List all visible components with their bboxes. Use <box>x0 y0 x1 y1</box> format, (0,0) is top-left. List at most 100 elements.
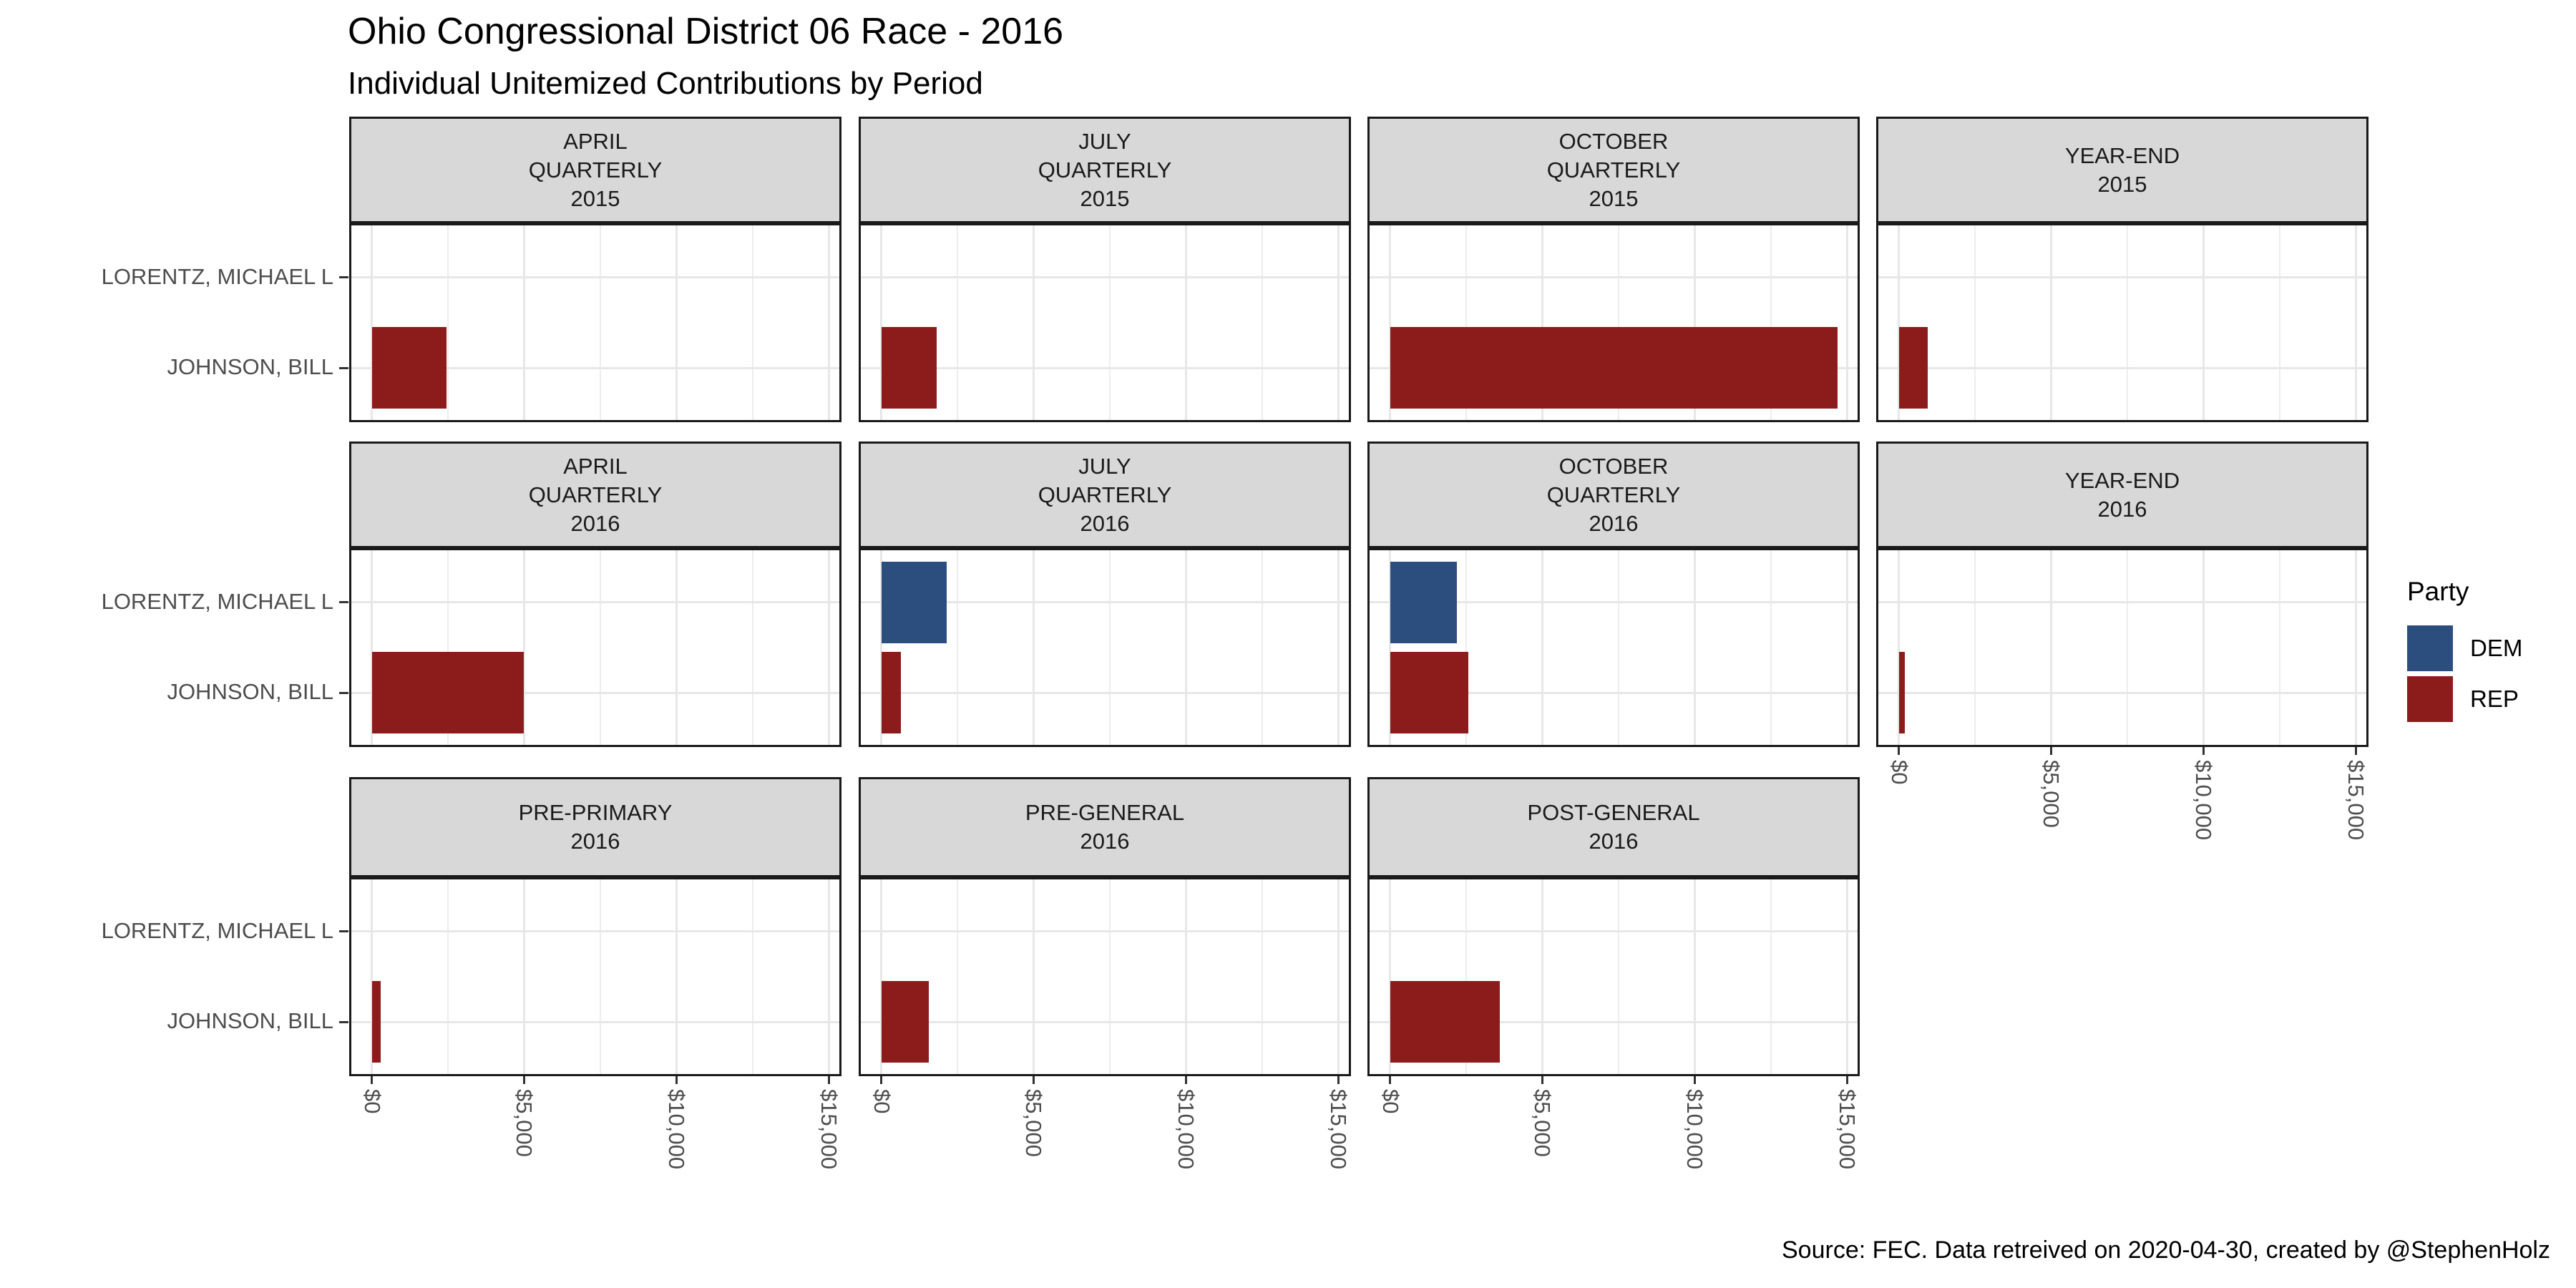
strip-label-line: 2015 <box>1080 185 1130 211</box>
gridline-vertical <box>1846 879 1848 1074</box>
facet-strip: OCTOBER QUARTERLY 2015 <box>1367 117 1860 223</box>
gridline-vertical <box>1694 225 1696 420</box>
strip-label-line: QUARTERLY <box>528 482 663 507</box>
gridline-vertical <box>1898 550 1900 745</box>
gridline-vertical <box>880 225 882 420</box>
legend-swatch-dem <box>2407 625 2453 671</box>
strip-label-line: APRIL <box>563 128 628 154</box>
facet-panel <box>859 223 1351 422</box>
strip-label-line: POST-GENERAL <box>1527 800 1700 825</box>
gridline-vertical <box>2279 550 2280 745</box>
strip-label-line: OCTOBER <box>1558 128 1669 154</box>
facet-panel <box>349 877 841 1076</box>
gridline-vertical <box>1389 550 1391 745</box>
y-axis-label: LORENTZ, MICHAEL L <box>101 263 333 289</box>
facet-panel <box>859 877 1351 1076</box>
gridline-vertical <box>1541 550 1543 745</box>
x-tick-mark <box>2049 747 2052 755</box>
gridline-vertical <box>957 879 958 1074</box>
gridline-vertical <box>1541 879 1543 1074</box>
strip-label-line: YEAR-END <box>2064 142 2180 168</box>
gridline-vertical <box>523 879 525 1074</box>
gridline-vertical <box>828 879 830 1074</box>
gridline-vertical <box>523 550 525 745</box>
facet-panel <box>1876 223 2368 422</box>
gridline-vertical <box>1694 879 1696 1074</box>
x-tick-mark <box>1337 1076 1340 1084</box>
gridline-vertical <box>1262 225 1263 420</box>
x-tick-label: $5,000 <box>1530 1089 1556 1157</box>
gridline-vertical <box>1974 550 1976 745</box>
y-tick-mark <box>339 601 348 604</box>
y-tick-mark <box>339 930 348 933</box>
y-tick-mark <box>339 1020 348 1023</box>
gridline-vertical <box>600 550 601 745</box>
x-tick-label: $15,000 <box>1326 1089 1351 1170</box>
gridline-vertical <box>1618 550 1619 745</box>
gridline-vertical <box>1033 225 1035 420</box>
gridline-vertical <box>752 225 753 420</box>
gridline-horizontal <box>351 367 839 369</box>
x-tick-label: $0 <box>1886 760 1912 785</box>
facet-strip: YEAR-END 2015 <box>1876 117 2368 223</box>
strip-label-line: PRE-PRIMARY <box>518 800 673 825</box>
legend-swatch-rep <box>2407 676 2453 722</box>
x-tick-mark <box>1389 1076 1392 1084</box>
strip-label-line: 2016 <box>1080 829 1130 854</box>
gridline-vertical <box>1185 879 1187 1074</box>
x-tick-mark <box>2202 747 2205 755</box>
gridline-vertical <box>523 225 525 420</box>
gridline-horizontal <box>861 367 1349 369</box>
strip-label-line: APRIL <box>563 453 628 479</box>
bar-rep <box>1390 327 1838 409</box>
gridline-vertical <box>1770 879 1772 1074</box>
facet-panel <box>1876 548 2368 747</box>
x-tick-mark <box>1032 1076 1035 1084</box>
y-tick-mark <box>339 366 348 369</box>
gridline-horizontal <box>861 1021 1349 1023</box>
bar-rep <box>371 981 381 1063</box>
gridline-horizontal <box>1878 601 2366 603</box>
legend-entry-label: REP <box>2470 686 2519 712</box>
y-axis-label: LORENTZ, MICHAEL L <box>101 588 333 614</box>
gridline-vertical <box>1262 879 1263 1074</box>
strip-label-line: PRE-GENERAL <box>1025 800 1185 825</box>
gridline-vertical <box>1974 225 1976 420</box>
gridline-vertical <box>600 225 601 420</box>
y-tick-mark <box>339 276 348 279</box>
facet-panel <box>1367 223 1860 422</box>
gridline-horizontal <box>861 930 1349 932</box>
gridline-vertical <box>600 879 601 1074</box>
strip-label-line: JULY <box>1078 453 1131 479</box>
legend-title: Party <box>2407 577 2469 606</box>
gridline-vertical <box>1262 550 1263 745</box>
gridline-vertical <box>2355 225 2357 420</box>
chart-title: Ohio Congressional District 06 Race - 20… <box>348 11 1064 52</box>
facet-strip: YEAR-END 2016 <box>1876 441 2368 548</box>
gridline-vertical <box>1109 879 1111 1074</box>
facet-strip: PRE-GENERAL 2016 <box>859 777 1351 877</box>
gridline-vertical <box>957 225 958 420</box>
strip-label-line: YEAR-END <box>2064 467 2180 493</box>
gridline-vertical <box>1465 225 1467 420</box>
gridline-horizontal <box>861 276 1349 278</box>
strip-label-line: QUARTERLY <box>528 157 663 182</box>
gridline-vertical <box>1185 550 1187 745</box>
gridline-horizontal <box>861 601 1349 603</box>
x-tick-label: $15,000 <box>1835 1089 1860 1170</box>
x-tick-mark <box>522 1076 525 1084</box>
gridline-vertical <box>1337 550 1340 745</box>
strip-label-line: 2016 <box>1589 510 1639 536</box>
x-tick-label: $5,000 <box>1021 1089 1047 1157</box>
bar-dem <box>881 561 947 643</box>
gridline-vertical <box>1846 225 1848 420</box>
gridline-vertical <box>1465 879 1467 1074</box>
x-tick-mark <box>1184 1076 1187 1084</box>
y-axis-label: JOHNSON, BILL <box>167 679 333 705</box>
bar-dem <box>1390 561 1458 643</box>
strip-label-line: 2016 <box>1589 829 1639 854</box>
x-tick-label: $10,000 <box>1682 1089 1708 1170</box>
gridline-vertical <box>2127 550 2128 745</box>
bar-rep <box>371 652 525 734</box>
gridline-vertical <box>447 879 449 1074</box>
